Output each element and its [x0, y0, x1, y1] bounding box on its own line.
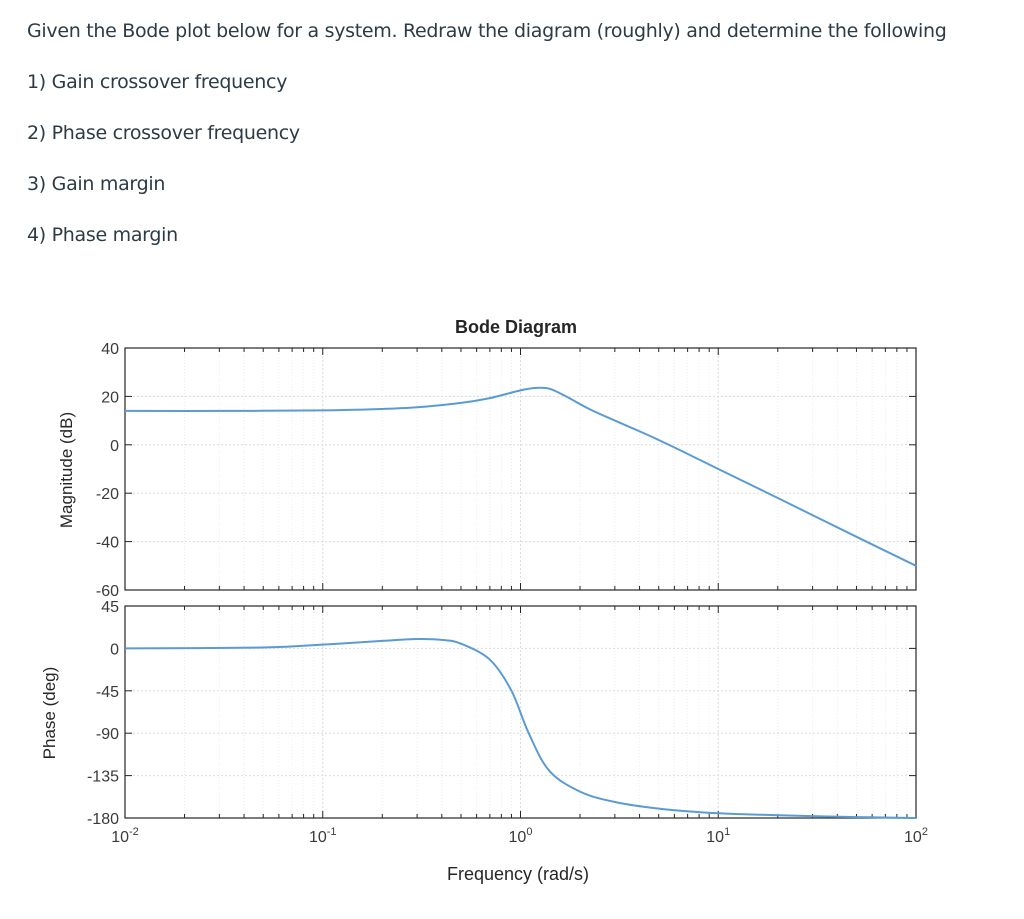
phase-y-tick-label: 45 [101, 599, 119, 616]
phase-y-tick-label: -90 [96, 726, 119, 743]
x-axis-label: Frequency (rad/s) [447, 864, 589, 884]
magnitude-y-tick-label: -60 [96, 583, 119, 600]
x-tick-label: 10-1 [309, 826, 337, 846]
phase-y-axis-label: Phase (deg) [40, 667, 59, 760]
phase-y-tick-label: -45 [96, 684, 119, 701]
magnitude-y-tick-label: -20 [96, 486, 119, 503]
phase-axes-frame [124, 605, 917, 819]
phase-y-tick-label: -135 [87, 769, 119, 786]
magnitude-axes-frame [124, 347, 917, 591]
magnitude-curve [124, 386, 917, 567]
question-item-4: 4) Phase margin [27, 224, 178, 246]
question-item-2: 2) Phase crossover frequency [27, 122, 300, 144]
phase-curve [124, 637, 917, 819]
question-prompt: Given the Bode plot below for a system. … [27, 20, 947, 42]
question-item-1: 1) Gain crossover frequency [27, 71, 288, 93]
x-tick-label: 100 [509, 826, 533, 846]
magnitude-y-axis-label: Magnitude (dB) [57, 412, 76, 528]
magnitude-y-tick-label: -40 [96, 535, 119, 552]
magnitude-y-tick-label: 0 [110, 438, 119, 455]
x-tick-label: 101 [706, 826, 730, 846]
phase-y-tick-label: 0 [110, 641, 119, 658]
chart-title: Bode Diagram [455, 317, 577, 337]
magnitude-y-tick-label: 40 [101, 341, 119, 358]
magnitude-y-tick-label: 20 [101, 389, 119, 406]
phase-y-tick-label: -180 [87, 811, 119, 828]
magnitude-plot: 40 20 0 -20 -40 -60 [96, 341, 917, 600]
x-tick-label: 102 [904, 826, 928, 846]
question-item-3: 3) Gain margin [27, 173, 166, 195]
x-tick-label: 10-2 [111, 826, 139, 846]
